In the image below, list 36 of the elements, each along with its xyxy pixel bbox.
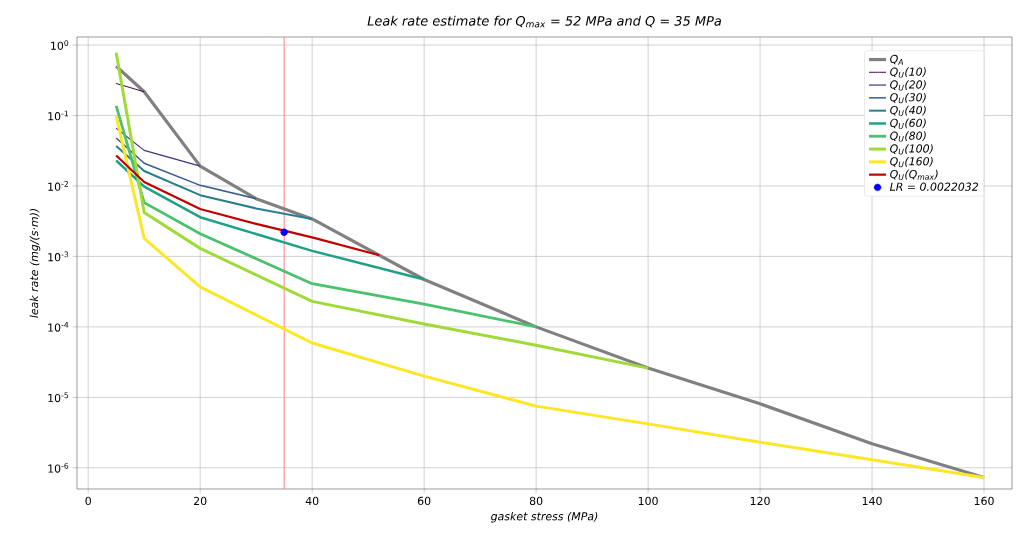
line-series [114,51,650,370]
legend-label: LR = 0.0022032 [889,182,979,191]
line-series [114,104,538,329]
x-tick-label: 120 [750,496,770,506]
line-series [114,159,426,281]
text: Q$_{U}$(10) [890,67,926,78]
x-tick-label: 140 [862,496,882,506]
y-axis-title: leak rate (mg/(s·m)) [29,208,41,318]
x-tick-label: 40 [305,496,319,506]
x-tick-label: 60 [417,496,431,506]
line-series [115,154,381,257]
line-series [115,137,257,200]
text: Q$_{U}$(60) [890,118,926,129]
chart-title: Leak rate estimate for Q$_{max}$ = 52 MPa and Q = 35 MPa [367,15,721,28]
text: Q$_{U}$(30) [890,92,926,104]
line-series [115,144,314,220]
text: Q$_{U}$(Q$_{max}$) [890,169,938,181]
x-tick-label: 0 [85,496,91,506]
text: Q$_{A}$ [890,54,903,65]
x-tick-label: 160 [974,496,994,506]
x-axis-title: gasket stress (MPa) [491,511,598,523]
y-tick-label: 10$^{0}$ [51,40,69,50]
text: Q$_{U}$(160) [890,156,933,168]
y-tick-label: 10$^{-5}$ [48,392,69,403]
y-tick-label: 10$^{-6}$ [48,462,69,473]
x-tick-label: 20 [194,496,207,506]
text: Q$_{U}$(20) [890,80,926,91]
y-tick-label: 10$^{-2}$ [48,181,68,191]
text: Q$_{U}$(80) [890,131,926,142]
y-tick-label: 10$^{-1}$ [48,110,69,121]
y-tick-label: 10$^{-3}$ [48,251,69,262]
x-tick-label: 100 [638,496,658,506]
text: Q$_{U}$(100) [890,144,933,155]
text: Q$_{U}$(40) [890,105,926,117]
x-tick-label: 80 [529,496,543,506]
y-tick-label: 10$^{-4}$ [48,322,69,332]
